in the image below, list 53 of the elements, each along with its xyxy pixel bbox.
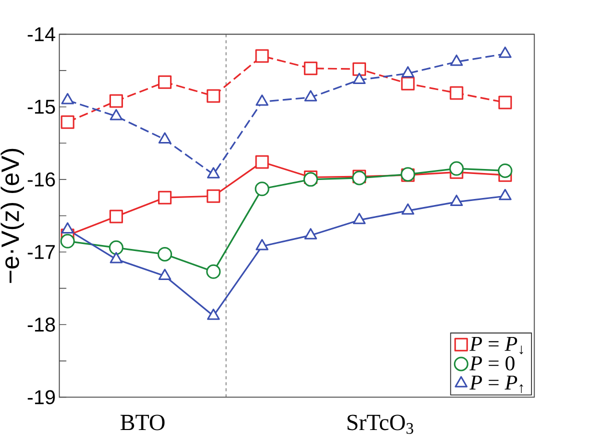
point bbox=[206, 264, 221, 279]
point bbox=[255, 155, 269, 169]
point bbox=[450, 86, 464, 100]
point bbox=[256, 238, 268, 250]
point bbox=[256, 94, 268, 106]
legend-label: P = P$_{↑}$ bbox=[470, 376, 524, 394]
y-tick-label: -19 bbox=[28, 390, 55, 404]
point bbox=[110, 252, 123, 264]
point bbox=[402, 66, 414, 78]
point bbox=[498, 46, 512, 58]
y-tick-label: -15 bbox=[28, 100, 55, 114]
point bbox=[207, 167, 220, 178]
legend-label: P = P$_{↓}$ bbox=[470, 336, 524, 354]
point bbox=[60, 115, 74, 129]
legend-label: P = 0 bbox=[470, 356, 514, 370]
point bbox=[450, 194, 463, 206]
point bbox=[401, 76, 415, 90]
y-axis-title: −e·V(z) (eV) bbox=[0, 148, 24, 283]
point bbox=[450, 54, 463, 66]
point bbox=[158, 75, 172, 89]
point bbox=[304, 228, 318, 240]
text: BTO bbox=[120, 414, 165, 430]
y-tick-label: -18 bbox=[28, 318, 55, 332]
point bbox=[61, 93, 74, 104]
point bbox=[61, 222, 74, 234]
point bbox=[109, 210, 123, 224]
point bbox=[352, 62, 366, 76]
point bbox=[158, 132, 172, 144]
point bbox=[498, 188, 512, 200]
point bbox=[255, 49, 269, 63]
point bbox=[352, 72, 366, 84]
y-tick-label: -17 bbox=[28, 245, 55, 259]
point bbox=[206, 189, 220, 203]
point bbox=[402, 203, 414, 215]
point bbox=[254, 182, 270, 196]
point bbox=[304, 90, 318, 102]
point bbox=[206, 89, 220, 103]
point bbox=[352, 212, 366, 224]
point bbox=[207, 308, 220, 320]
y-tick-label: -16 bbox=[28, 172, 55, 187]
point bbox=[498, 163, 512, 178]
point bbox=[110, 109, 123, 120]
point bbox=[108, 240, 124, 255]
point bbox=[158, 268, 172, 280]
point bbox=[60, 234, 75, 248]
y-tick-label: -14 bbox=[28, 27, 56, 42]
point bbox=[158, 190, 172, 204]
point bbox=[158, 246, 172, 262]
point bbox=[449, 161, 464, 176]
point bbox=[498, 96, 512, 110]
point bbox=[109, 94, 123, 108]
text: SrTcO$_{3}$ bbox=[348, 414, 414, 434]
point bbox=[304, 62, 318, 76]
